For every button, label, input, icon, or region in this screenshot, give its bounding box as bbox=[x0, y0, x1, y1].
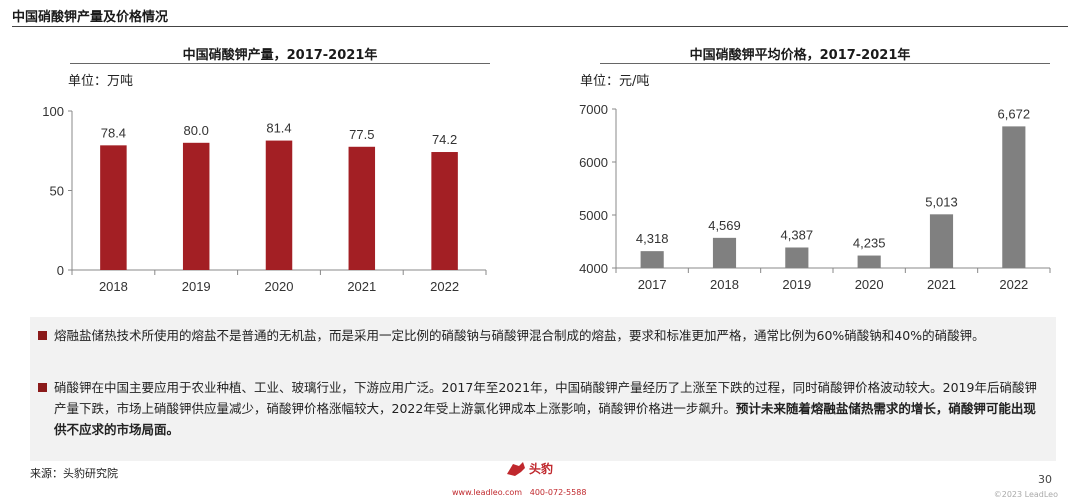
bar bbox=[431, 152, 458, 270]
note-text: 硝酸钾在中国主要应用于农业种植、工业、玻璃行业，下游应用广泛。2017年至202… bbox=[38, 377, 1048, 440]
bullet-square-icon bbox=[38, 383, 47, 392]
bar-value-label: 5,013 bbox=[925, 194, 958, 209]
note-text-regular: 硝酸钾在中国主要应用于农业种植、工业、玻璃行业，下游应用广泛。2017年至202… bbox=[54, 380, 1037, 416]
page-number: 30 bbox=[1038, 473, 1052, 486]
x-tick-label: 2021 bbox=[347, 279, 376, 294]
y-tick-label: 100 bbox=[42, 104, 64, 119]
website-link[interactable]: www.leadleo.com bbox=[452, 488, 523, 497]
x-tick-label: 2018 bbox=[710, 277, 739, 292]
source-text: 来源：头豹研究院 bbox=[30, 467, 118, 480]
bar-value-label: 4,235 bbox=[853, 236, 886, 251]
bar-value-label: 4,569 bbox=[708, 218, 741, 233]
brand-name: 头豹 bbox=[529, 461, 553, 476]
note-item: 熔融盐储热技术所使用的熔盐不是普通的无机盐，而是采用一定比例的硝酸钠与硝酸钾混合… bbox=[38, 325, 1048, 346]
bar-value-label: 6,672 bbox=[998, 106, 1031, 121]
note-item: 硝酸钾在中国主要应用于农业种植、工业、玻璃行业，下游应用广泛。2017年至202… bbox=[38, 377, 1048, 440]
x-tick-label: 2019 bbox=[782, 277, 811, 292]
y-tick-label: 6000 bbox=[579, 155, 608, 170]
footer-contact: www.leadleo.com 400-072-5588 bbox=[452, 488, 586, 497]
bar-value-label: 4,387 bbox=[781, 227, 814, 242]
bar bbox=[640, 251, 664, 268]
x-tick-label: 2022 bbox=[999, 277, 1028, 292]
y-tick-label: 7000 bbox=[579, 102, 608, 117]
bar bbox=[100, 145, 127, 270]
bar-value-label: 78.4 bbox=[101, 125, 126, 140]
chart-title-production: 中国硝酸钾产量，2017-2021年 bbox=[182, 48, 378, 63]
y-tick-label: 5000 bbox=[579, 208, 608, 223]
chart-title-rule-left bbox=[70, 63, 490, 64]
bar bbox=[857, 255, 881, 268]
leopard-logo-icon: 头豹 bbox=[507, 461, 553, 476]
bullet-square-icon bbox=[38, 331, 47, 340]
bar bbox=[929, 214, 954, 268]
bar-value-label: 80.0 bbox=[184, 123, 209, 138]
y-tick-label: 4000 bbox=[579, 261, 608, 276]
chart-title-price: 中国硝酸钾平均价格，2017-2021年 bbox=[689, 48, 911, 63]
x-tick-label: 2017 bbox=[638, 277, 667, 292]
bar-value-label: 74.2 bbox=[432, 132, 457, 147]
x-tick-label: 2020 bbox=[855, 277, 884, 292]
x-tick-label: 2021 bbox=[927, 277, 956, 292]
price-bar-chart: 4000 5000 6000 7000 4,318 2017 4,569 2018 4,387 2… bbox=[579, 102, 1051, 292]
leadleo-logo: 头豹 bbox=[505, 460, 565, 478]
title-divider bbox=[12, 26, 1068, 27]
x-tick-label: 2019 bbox=[182, 279, 211, 294]
unit-label-price: 单位：元/吨 bbox=[580, 74, 650, 89]
bar-value-label: 4,318 bbox=[636, 231, 669, 246]
x-tick-label: 2022 bbox=[430, 279, 459, 294]
bar bbox=[265, 140, 293, 270]
note-text-bold: 预计未来随着熔融盐储热需求的增长，硝酸钾可能出现供不应求的市场局面。 bbox=[54, 401, 1036, 437]
bar bbox=[712, 237, 737, 268]
y-tick-label: 0 bbox=[57, 263, 64, 278]
bar bbox=[1002, 126, 1026, 268]
bar-value-label: 77.5 bbox=[349, 127, 374, 142]
unit-label-production: 单位：万吨 bbox=[68, 74, 134, 89]
production-bar-chart: 0 50 100 78.4 2018 80.0 2019 81.4 2020 77.5 2021 74… bbox=[42, 104, 487, 294]
copyright-text: ©2023 LeadLeo bbox=[993, 490, 1058, 499]
bar bbox=[182, 142, 210, 270]
note-text: 熔融盐储热技术所使用的熔盐不是普通的无机盐，而是采用一定比例的硝酸钠与硝酸钾混合… bbox=[54, 328, 985, 343]
x-tick-label: 2020 bbox=[265, 279, 294, 294]
phone-number: 400-072-5588 bbox=[529, 488, 587, 497]
bar-value-label: 81.4 bbox=[266, 121, 291, 136]
chart-title-rule-right bbox=[600, 63, 1050, 64]
page-title: 中国硝酸钾产量及价格情况 bbox=[12, 10, 169, 25]
bar bbox=[785, 247, 809, 268]
y-tick-label: 50 bbox=[50, 184, 64, 199]
bar bbox=[348, 146, 376, 270]
notes-panel: 熔融盐储热技术所使用的熔盐不是普通的无机盐，而是采用一定比例的硝酸钠与硝酸钾混合… bbox=[30, 317, 1056, 461]
x-tick-label: 2018 bbox=[99, 279, 128, 294]
